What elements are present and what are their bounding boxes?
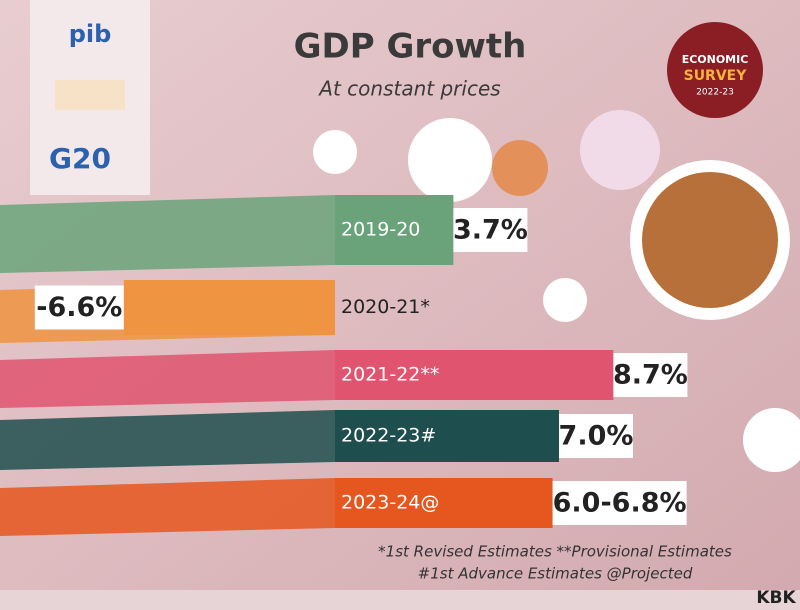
- chart-title: GDP Growth: [294, 27, 527, 67]
- badge-text: SURVEY: [684, 68, 748, 84]
- decor-circle: [642, 172, 778, 308]
- value-label: 3.7%: [453, 215, 528, 246]
- category-label: 2019-20: [341, 219, 420, 241]
- logo-g20: G20: [49, 142, 111, 175]
- footnote: #1st Advance Estimates @Projected: [418, 565, 693, 583]
- category-label: 2021-22**: [341, 364, 439, 386]
- category-label: 2023-24@: [341, 492, 439, 514]
- infographic: pib G20 GDP Growth At constant prices EC…: [0, 0, 800, 610]
- badge-text: ECONOMIC: [682, 53, 749, 66]
- ribbon: [0, 195, 335, 273]
- ribbon: [0, 410, 335, 470]
- value-label: 7.0%: [559, 421, 634, 452]
- social-bar: [0, 590, 800, 610]
- chart-subtitle: At constant prices: [317, 77, 500, 101]
- decor-circle: [408, 118, 492, 202]
- decor-circle: [580, 110, 660, 190]
- decor-circle: [543, 278, 587, 322]
- value-label: 6.0-6.8%: [553, 488, 687, 519]
- bar: [124, 280, 335, 335]
- decor-circle: [492, 140, 548, 196]
- ribbon: [0, 350, 335, 408]
- badge-text: 2022-23: [696, 88, 734, 98]
- value-label: -6.6%: [36, 292, 122, 323]
- category-label: 2022-23#: [341, 425, 436, 447]
- credit: KBK: [756, 588, 796, 608]
- decor-circle: [313, 130, 357, 174]
- value-label: 8.7%: [613, 360, 688, 391]
- category-label: 2020-21*: [341, 296, 430, 318]
- logo-azadi: [55, 80, 125, 110]
- ribbon: [0, 478, 335, 536]
- logo-pib: pib: [69, 20, 112, 48]
- footnote: *1st Revised Estimates **Provisional Est…: [378, 543, 732, 561]
